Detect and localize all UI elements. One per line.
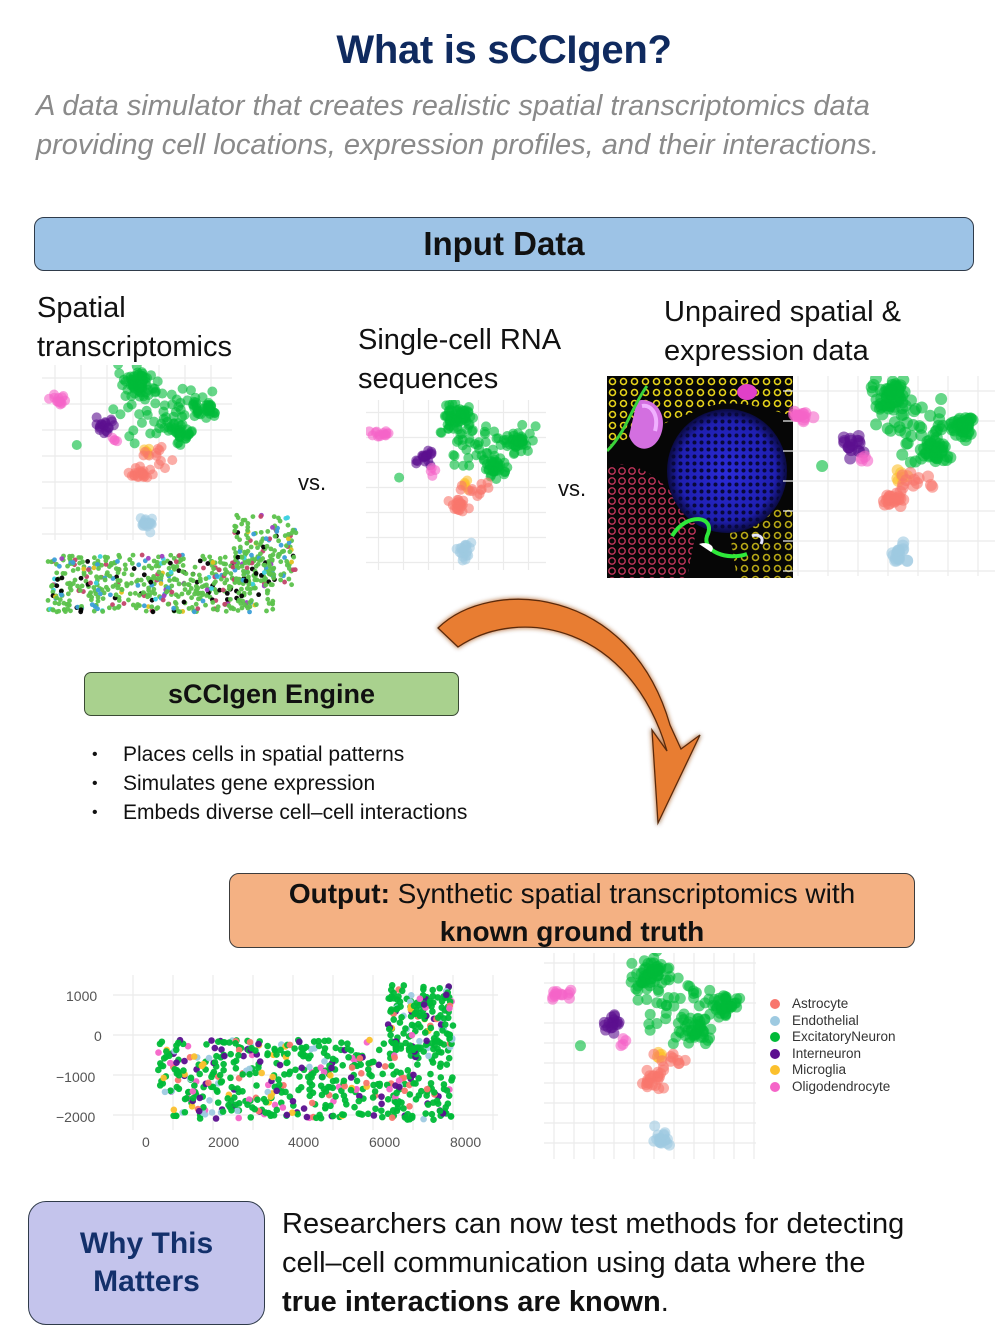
- sccigen-engine-label: sCCIgen Engine: [84, 672, 459, 716]
- why-line-1: Researchers can now test methods for det…: [282, 1208, 905, 1240]
- legend-item-microglia: Microglia: [770, 1062, 896, 1079]
- why-period: .: [660, 1286, 669, 1318]
- y-tick-label: −2000: [56, 1109, 96, 1125]
- legend-item-astrocyte: Astrocyte: [770, 996, 896, 1013]
- badge-line: Matters: [93, 1265, 200, 1298]
- legend-dot: [770, 1048, 780, 1059]
- why-line-2: cell–cell communication using data where…: [282, 1247, 866, 1279]
- cell-type-legend: Astrocyte Endothelial ExcitatoryNeuron I…: [770, 996, 896, 1095]
- single-cell-rna-label: Single-cell RNA sequences: [358, 321, 561, 399]
- y-tick-label: −1000: [56, 1069, 96, 1085]
- output-line-2: known ground truth: [439, 916, 705, 947]
- legend-item-interneuron: Interneuron: [770, 1046, 896, 1063]
- fluorescence-tissue-image: [607, 376, 793, 578]
- why-this-matters-text: Researchers can now test methods for det…: [282, 1205, 1002, 1322]
- legend-dot: [770, 999, 780, 1010]
- label-line: Unpaired spatial &: [664, 296, 901, 328]
- page-title: What is sCCIgen?: [336, 28, 672, 72]
- input-umap-spatial: [42, 365, 232, 540]
- engine-feature-item: Simulates gene expression: [92, 769, 467, 798]
- legend-label: Endothelial: [792, 1012, 859, 1028]
- why-emphasis: true interactions are known: [282, 1286, 661, 1318]
- y-tick-label: 0: [94, 1028, 102, 1044]
- legend-dot: [770, 1065, 780, 1076]
- engine-feature-item: Embeds diverse cell–cell interactions: [92, 798, 467, 827]
- flow-arrow-icon: [437, 598, 701, 826]
- engine-feature-list: Places cells in spatial patterns Simulat…: [92, 740, 467, 827]
- legend-item-endothelial: Endothelial: [770, 1013, 896, 1030]
- label-line: sequences: [358, 363, 499, 395]
- legend-label: Interneuron: [792, 1045, 862, 1061]
- x-tick-label: 2000: [208, 1134, 240, 1150]
- output-banner: Output: Synthetic spatial transcriptomic…: [229, 873, 915, 948]
- legend-item-oligodendrocyte: Oligodendrocyte: [770, 1079, 896, 1096]
- input-data-banner: Input Data: [34, 217, 974, 271]
- label-line: transcriptomics: [37, 331, 232, 363]
- legend-label: ExcitatoryNeuron: [792, 1029, 896, 1044]
- input-spatial-map: [45, 512, 299, 615]
- output-line-1: Output: Synthetic spatial transcriptomic…: [230, 875, 914, 913]
- x-tick-label: 6000: [369, 1134, 401, 1150]
- microscopy-image-render: [607, 376, 793, 578]
- label-line: Spatial: [37, 292, 126, 324]
- x-tick-label: 8000: [450, 1134, 482, 1150]
- output-umap-scatter: [544, 953, 756, 1159]
- legend-dot: [770, 1015, 780, 1026]
- page-subtitle: A data simulator that creates realistic …: [36, 87, 996, 165]
- label-line: Single-cell RNA: [358, 324, 562, 356]
- subtitle-line-2: providing cell locations, expression pro…: [36, 129, 880, 161]
- output-spatial-scatter: [113, 975, 498, 1130]
- why-line-3: true interactions are known.: [282, 1283, 1002, 1322]
- why-this-matters-badge: Why This Matters: [28, 1201, 265, 1325]
- x-tick-label: 4000: [288, 1134, 320, 1150]
- spatial-transcriptomics-label: Spatial transcriptomics: [37, 289, 232, 367]
- legend-label: Microglia: [792, 1062, 847, 1077]
- output-description: Synthetic spatial transcriptomics with: [389, 878, 856, 909]
- y-tick-label: 1000: [66, 988, 98, 1004]
- vs-separator-2: vs.: [558, 476, 587, 501]
- input-umap-scrna: [366, 400, 546, 570]
- legend-item-excitatory-neuron: ExcitatoryNeuron: [770, 1029, 896, 1046]
- output-prefix: Output:: [288, 878, 390, 909]
- legend-label: Oligodendrocyte: [792, 1078, 891, 1094]
- x-tick-label: 0: [142, 1134, 150, 1150]
- legend-dot: [770, 1032, 780, 1043]
- legend-label: Astrocyte: [792, 996, 849, 1011]
- vs-separator-1: vs.: [298, 470, 327, 495]
- engine-feature-item: Places cells in spatial patterns: [92, 740, 467, 769]
- unpaired-data-label: Unpaired spatial & expression data: [664, 293, 901, 371]
- badge-line: Why This: [79, 1227, 214, 1260]
- subtitle-line-1: A data simulator that creates realistic …: [36, 90, 870, 122]
- legend-dot: [770, 1081, 780, 1092]
- label-line: expression data: [664, 335, 869, 367]
- input-umap-unpaired: [783, 376, 995, 576]
